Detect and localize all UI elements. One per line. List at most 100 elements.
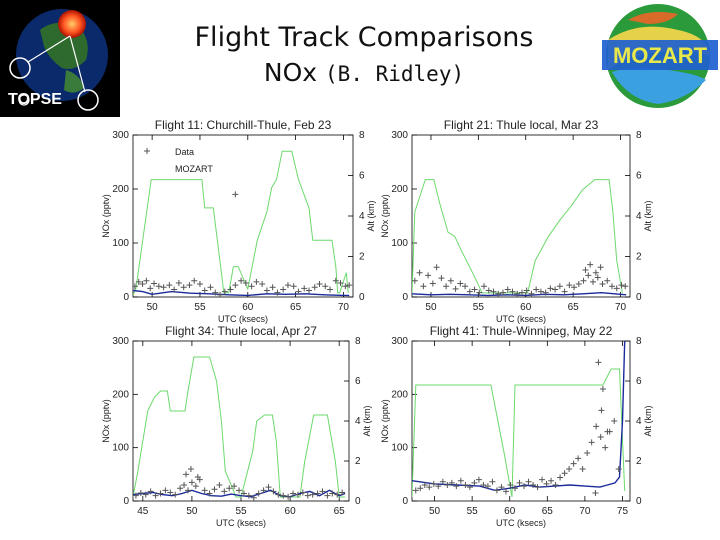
data-point bbox=[588, 439, 595, 446]
y2-tick-label: 0 bbox=[359, 292, 365, 303]
data-point bbox=[590, 278, 597, 285]
data-point bbox=[592, 490, 599, 496]
x-tick-label: 50 bbox=[429, 506, 441, 517]
data-point bbox=[615, 466, 622, 472]
data-point bbox=[166, 282, 173, 289]
data-point bbox=[471, 286, 478, 293]
data-point bbox=[439, 478, 446, 485]
altitude-line bbox=[412, 368, 626, 498]
y2-axis-label: Alt (km) bbox=[366, 201, 376, 232]
data-point bbox=[447, 277, 454, 284]
x-tick-label: 70 bbox=[338, 302, 350, 313]
data-point bbox=[579, 466, 586, 472]
data-point bbox=[301, 285, 308, 292]
chart-panel-1: 50 55 60 65 70 0 100 200 300 0 2 4 6 8 Flight 11: Chur… bbox=[101, 118, 376, 324]
chart-title: Flight 41: Thule-Winnipeg, May 22 bbox=[430, 324, 613, 338]
x-tick-label: 55 bbox=[235, 506, 247, 517]
data-point bbox=[593, 423, 600, 430]
data-point bbox=[534, 484, 541, 491]
data-point bbox=[346, 282, 353, 289]
data-point bbox=[556, 283, 563, 290]
y-tick-label: 200 bbox=[112, 389, 129, 400]
data-point bbox=[226, 485, 233, 492]
data-point bbox=[485, 287, 492, 294]
data-point bbox=[592, 269, 599, 276]
data-point bbox=[435, 483, 442, 490]
data-point bbox=[172, 491, 179, 498]
mozart-line bbox=[412, 341, 626, 492]
y-tick-label: 200 bbox=[391, 184, 408, 195]
x-axis-label: UTC (ksecs) bbox=[496, 518, 546, 528]
data-point bbox=[324, 492, 331, 499]
data-point bbox=[263, 287, 270, 294]
plot-frame bbox=[132, 134, 354, 298]
plot-frame bbox=[411, 340, 631, 502]
data-point bbox=[285, 493, 292, 500]
data-point bbox=[306, 287, 312, 294]
data-point bbox=[597, 434, 604, 440]
y2-axis-label: Alt (km) bbox=[362, 406, 372, 437]
y2-tick-label: 2 bbox=[355, 456, 361, 467]
data-point bbox=[207, 284, 214, 291]
data-point bbox=[319, 488, 326, 495]
data-point bbox=[571, 284, 578, 291]
data-point bbox=[599, 386, 606, 392]
data-point bbox=[295, 288, 302, 295]
data-point bbox=[280, 492, 287, 499]
data-point bbox=[248, 283, 255, 290]
y-tick-label: 300 bbox=[391, 336, 408, 347]
altitude-line bbox=[133, 150, 349, 296]
data-point bbox=[493, 487, 500, 494]
data-point bbox=[587, 261, 594, 268]
data-point bbox=[484, 483, 491, 490]
plot-area bbox=[133, 150, 353, 297]
data-point bbox=[516, 479, 523, 486]
data-point bbox=[236, 487, 243, 494]
data-point bbox=[433, 264, 440, 271]
data-point bbox=[314, 490, 321, 497]
data-point bbox=[216, 482, 223, 488]
slide-subtitle: NOx (B. Ridley) bbox=[150, 58, 578, 87]
y-tick-label: 0 bbox=[402, 496, 408, 507]
data-point bbox=[332, 277, 339, 284]
x-tick-label: 50 bbox=[425, 302, 437, 313]
data-point bbox=[322, 283, 329, 290]
data-point bbox=[142, 491, 149, 498]
data-point bbox=[462, 283, 469, 290]
y2-tick-label: 8 bbox=[359, 130, 365, 141]
y-tick-label: 0 bbox=[402, 292, 408, 303]
data-point bbox=[221, 288, 228, 295]
y2-tick-label: 6 bbox=[359, 171, 365, 182]
x-tick-label: 75 bbox=[617, 506, 629, 517]
data-point bbox=[498, 484, 505, 491]
x-tick-label: 55 bbox=[194, 302, 206, 313]
data-point bbox=[187, 466, 194, 472]
data-point bbox=[438, 275, 445, 282]
data-point bbox=[525, 478, 532, 485]
data-point bbox=[417, 485, 424, 492]
data-point bbox=[175, 279, 182, 286]
data-point bbox=[547, 285, 554, 292]
data-point bbox=[552, 482, 559, 488]
data-point bbox=[151, 280, 158, 287]
y2-tick-label: 8 bbox=[636, 336, 642, 347]
data-point bbox=[561, 288, 568, 295]
mozart-line bbox=[133, 289, 350, 297]
data-point bbox=[133, 283, 138, 290]
plot-area bbox=[412, 179, 629, 297]
data-point bbox=[543, 480, 550, 487]
data-point bbox=[471, 479, 478, 486]
y2-tick-label: 0 bbox=[636, 292, 642, 303]
plot-frame bbox=[132, 340, 350, 502]
x-tick-label: 60 bbox=[242, 302, 254, 313]
data-point bbox=[192, 483, 199, 490]
data-point bbox=[260, 487, 267, 494]
y-tick-label: 200 bbox=[391, 389, 408, 400]
data-point bbox=[186, 282, 193, 289]
y-tick-label: 0 bbox=[123, 292, 129, 303]
data-point bbox=[242, 279, 249, 286]
data-point bbox=[135, 278, 142, 285]
data-point bbox=[475, 476, 482, 483]
altitude-line bbox=[133, 356, 346, 498]
altitude-line bbox=[412, 179, 623, 296]
